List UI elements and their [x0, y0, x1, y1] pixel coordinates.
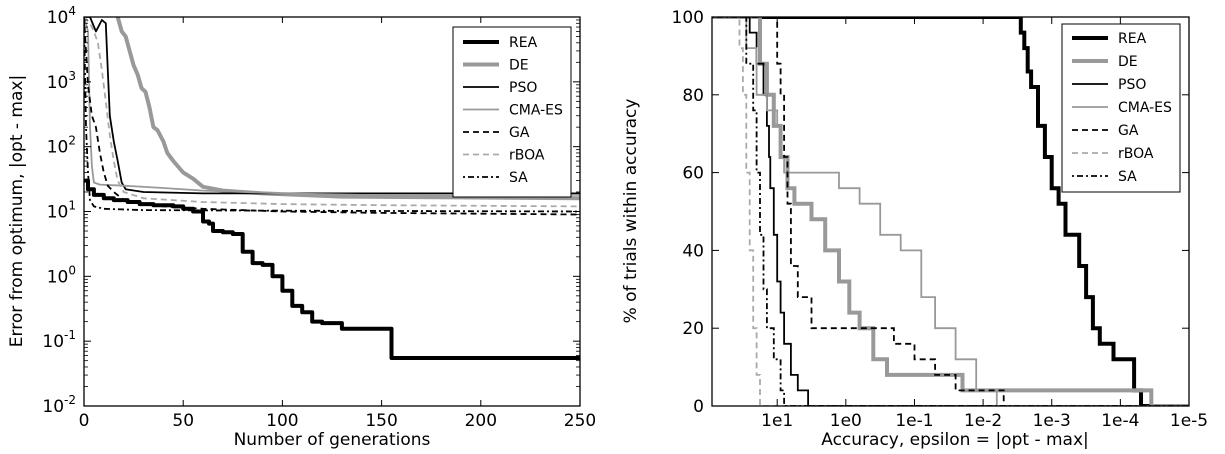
- y-tick-label: 101: [47, 199, 76, 223]
- series-line-cma-es: [84, 17, 580, 196]
- x-tick-label: 1e-4: [1101, 411, 1139, 431]
- legend-box: [452, 26, 572, 198]
- legend-label: GA: [509, 125, 530, 141]
- plot-frame: [711, 16, 1190, 407]
- series-line-cma-es: [712, 17, 1189, 406]
- x-tick-label: 1e-2: [964, 411, 1002, 431]
- x-tick-label: 1e-3: [1033, 411, 1071, 431]
- y-axis-label: % of trials within accuracy: [621, 99, 641, 324]
- y-tick-label: 10-2: [42, 393, 76, 417]
- y-tick-label: 100: [672, 8, 704, 28]
- legend-label: PSO: [509, 80, 537, 96]
- y-tick-label: 103: [47, 69, 76, 93]
- chart-generations: 0 50 100 150 200 250 10-210-1100101102103104 …: [7, 4, 596, 450]
- x-axis-label: Accuracy, epsilon = |opt - max|: [821, 430, 1089, 450]
- legend-label: rBOA: [1118, 146, 1154, 162]
- y-tick-label: 20: [682, 319, 704, 339]
- y-tick-label: 40: [682, 241, 704, 261]
- legend-label: PSO: [1118, 77, 1146, 93]
- x-tick-label: 50: [172, 411, 194, 431]
- legend-label: rBOA: [509, 148, 545, 164]
- x-axis-label: Number of generations: [234, 430, 431, 450]
- chart-accuracy: 1e1 1e0 1e-1 1e-2 1e-3 1e-4 1e-5 020406080100 …: [621, 8, 1208, 450]
- x-tick-label: 100: [266, 411, 298, 431]
- legend-box: [1061, 23, 1181, 193]
- legend-label: SA: [1118, 169, 1137, 185]
- series-line-de: [712, 17, 1189, 406]
- y-tick-label: 100: [47, 263, 76, 287]
- legend: REA DE PSO CMA-ES GA rBOA SA: [1061, 23, 1181, 193]
- y-tick-label: 10-1: [42, 328, 76, 352]
- y-tick-label: 102: [47, 134, 76, 158]
- series-line-rea: [84, 178, 580, 360]
- series-line-rboa: [712, 17, 1189, 406]
- series-line-sa: [84, 17, 580, 213]
- legend-label: CMA-ES: [509, 103, 563, 119]
- y-tick-label: 0: [693, 397, 704, 417]
- x-tick-label: 1e1: [761, 411, 793, 431]
- x-tick-label: 250: [564, 411, 596, 431]
- series-line-rboa: [84, 17, 580, 208]
- legend-label: GA: [1118, 123, 1139, 139]
- x-tick-label: 1e0: [830, 411, 862, 431]
- y-axis-label: Error from optimum, |opt - max|: [7, 75, 27, 347]
- x-tick-label: 0: [79, 411, 90, 431]
- series-line-pso: [84, 17, 580, 195]
- x-tick-label: 1e-5: [1170, 411, 1208, 431]
- legend-label: REA: [509, 35, 538, 51]
- x-tick-label: 1e-1: [895, 411, 933, 431]
- legend-label: DE: [1118, 54, 1138, 70]
- y-tick-label: 104: [47, 4, 76, 28]
- legend-label: SA: [509, 170, 528, 186]
- legend: REA DE PSO CMA-ES GA rBOA SA: [452, 26, 572, 198]
- legend-label: DE: [509, 58, 529, 74]
- series-line-ga: [84, 17, 580, 216]
- legend-label: CMA-ES: [1118, 100, 1172, 116]
- legend-label: REA: [1118, 31, 1147, 47]
- x-tick-label: 200: [465, 411, 497, 431]
- y-tick-label: 80: [682, 86, 704, 106]
- x-tick-label: 150: [365, 411, 397, 431]
- series-line-rea: [712, 17, 1189, 406]
- y-tick-label: 60: [682, 164, 704, 184]
